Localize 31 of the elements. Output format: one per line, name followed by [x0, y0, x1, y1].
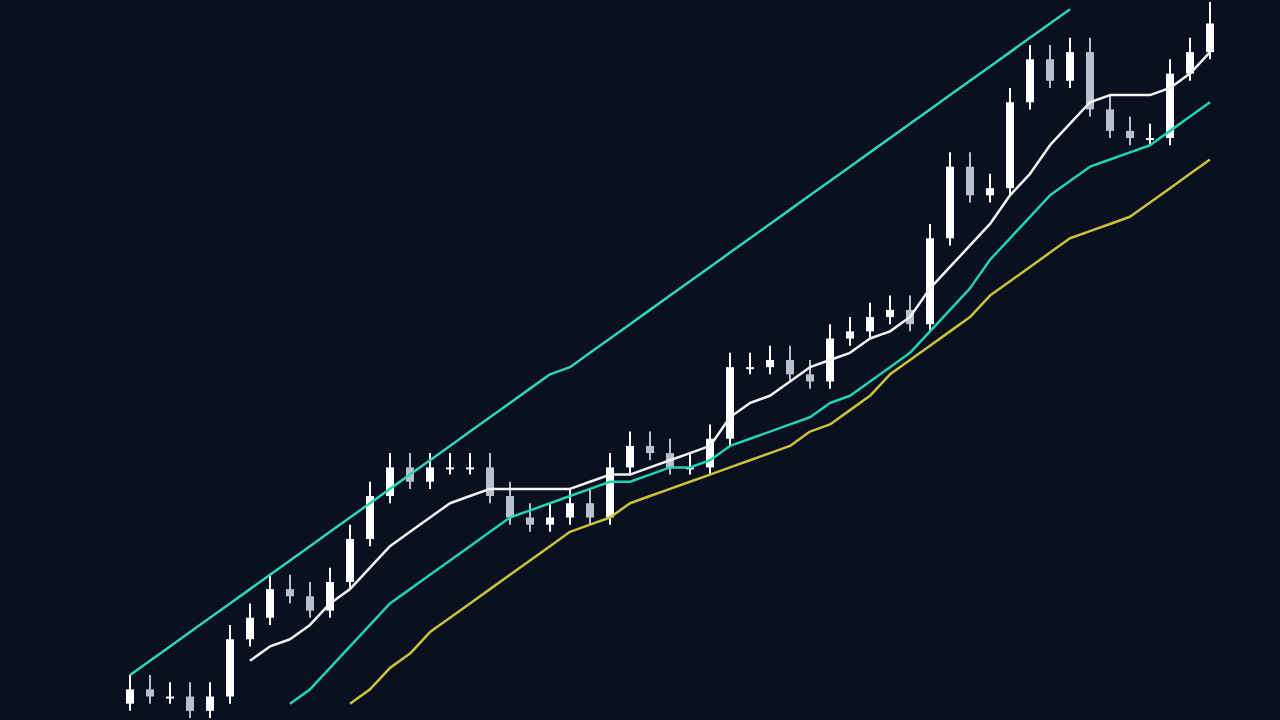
- candlestick: [1126, 115, 1134, 147]
- candlestick: [1146, 122, 1154, 147]
- candlestick: [746, 351, 754, 376]
- candlestick: [466, 452, 474, 476]
- candlestick: [546, 502, 554, 533]
- candlestick: [446, 452, 454, 476]
- candlestick: [426, 452, 434, 490]
- candlestick: [886, 294, 894, 326]
- candlestick: [866, 301, 874, 340]
- candlestick: [626, 430, 634, 476]
- candlestick: [1106, 94, 1114, 140]
- candlestick: [166, 681, 174, 705]
- candlestick: [1046, 43, 1054, 89]
- candlestick: [646, 430, 654, 462]
- candlestick: [526, 502, 534, 533]
- candlestick: [786, 344, 794, 383]
- candlestick: [306, 580, 314, 619]
- candlestick: [566, 487, 574, 526]
- candlestick: [806, 359, 814, 390]
- candlestick: [986, 172, 994, 204]
- candlestick: [766, 344, 774, 376]
- candlestick: [186, 681, 194, 719]
- candlestick: [146, 674, 154, 705]
- candlestick: [846, 316, 854, 347]
- candlestick: [126, 674, 134, 712]
- candlestick: [286, 573, 294, 605]
- candlestick: [246, 602, 254, 648]
- candlestick: [206, 681, 214, 719]
- candlestick: [586, 487, 594, 526]
- candlestick: [506, 480, 514, 526]
- candlestick: [1186, 36, 1194, 82]
